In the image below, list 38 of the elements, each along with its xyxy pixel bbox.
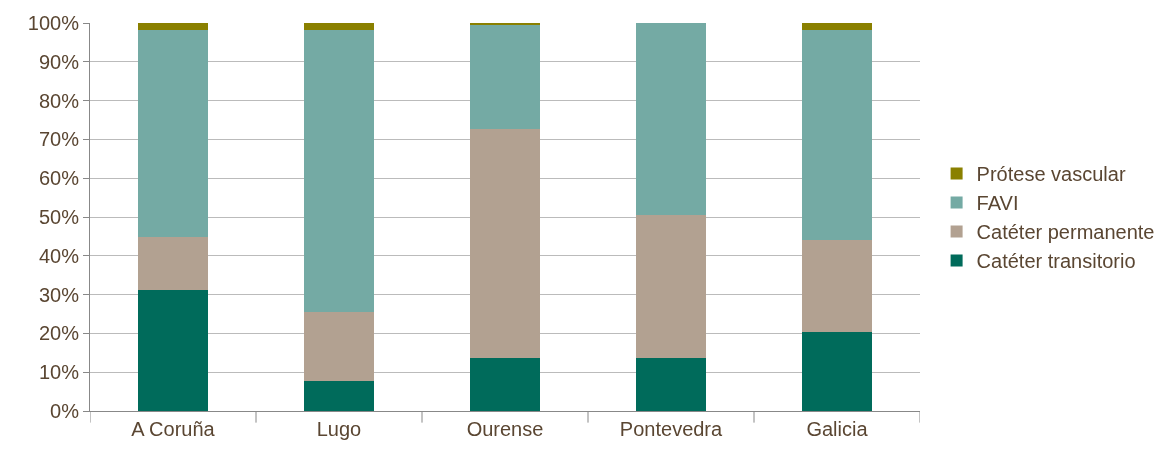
bar (802, 23, 872, 30)
bar (802, 239, 872, 333)
y-tick-label: 10% (38, 361, 80, 384)
x-tick-label: Galicia (806, 418, 869, 440)
legend-label: Prótese vascular (976, 163, 1126, 186)
bar (802, 332, 872, 411)
y-tick-label: 40% (38, 244, 80, 267)
x-tick-label: Lugo (316, 418, 362, 440)
bar (636, 23, 706, 216)
y-tick-label: 80% (38, 89, 80, 112)
x-tick-label: Pontevedra (619, 418, 724, 440)
bar (138, 23, 208, 30)
y-tick-label: 70% (38, 128, 80, 151)
y-tick-label: 50% (38, 206, 80, 228)
bar (304, 311, 374, 381)
y-tick-label: 0% (50, 400, 80, 422)
x-tick-label: Ourense (466, 418, 544, 440)
bar (802, 29, 872, 240)
bar (304, 23, 374, 30)
bar (636, 357, 706, 411)
bar (138, 290, 208, 411)
bar (304, 380, 374, 411)
bar (470, 357, 540, 411)
legend-label: Catéter permanente (976, 221, 1155, 244)
x-tick-label: A Coruña (131, 418, 216, 440)
y-tick-label: 60% (38, 167, 80, 190)
bar (470, 24, 540, 129)
y-tick-label: 20% (38, 322, 80, 345)
bar (138, 237, 208, 291)
bar (304, 29, 374, 312)
legend-label: FAVI (976, 192, 1019, 215)
bar (636, 215, 706, 358)
y-tick-label: 100% (27, 12, 80, 34)
legend-label: Catéter transitorio (976, 250, 1136, 273)
y-tick-label: 30% (38, 283, 80, 306)
bar (138, 29, 208, 238)
bar (470, 128, 540, 358)
y-tick-label: 90% (38, 50, 80, 73)
